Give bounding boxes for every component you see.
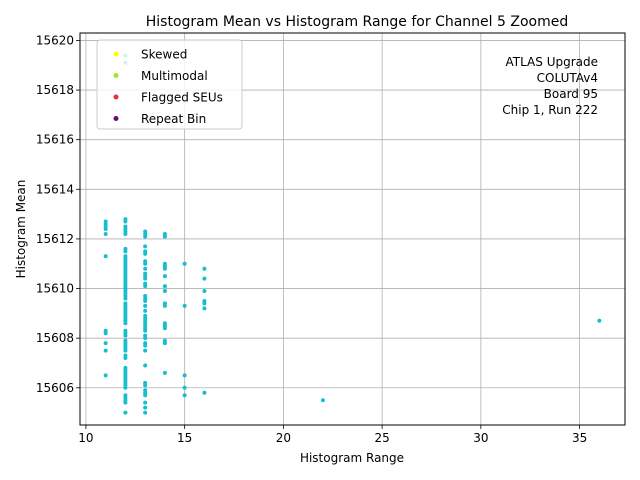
x-axis-title: Histogram Range [300, 451, 404, 465]
data-points [103, 53, 602, 415]
chart-title: Histogram Mean vs Histogram Range for Ch… [146, 14, 568, 30]
data-point [103, 373, 108, 378]
legend: Skewed Multimodal Flagged SEUs Repeat Bin [96, 39, 243, 130]
data-point [143, 363, 148, 368]
data-point [143, 308, 148, 313]
annotation-line: ATLAS Upgrade [505, 55, 598, 69]
legend-box [96, 39, 243, 130]
data-point [123, 400, 128, 405]
data-point [182, 261, 187, 266]
data-point [123, 410, 128, 415]
data-point [123, 321, 128, 326]
data-point [123, 296, 128, 301]
data-point [597, 318, 602, 323]
y-tick-label: 15620 [36, 33, 74, 47]
data-point [143, 234, 148, 239]
legend-marker [113, 51, 119, 57]
data-point [143, 348, 148, 353]
y-axis-ticks: 15606 15608 15610 15612 15614 15616 15618 15620 [36, 33, 80, 395]
legend-marker [113, 73, 119, 78]
data-point [143, 400, 148, 405]
data-point [162, 341, 167, 346]
data-point [143, 284, 148, 289]
y-tick-label: 15612 [36, 232, 74, 246]
data-point [162, 274, 167, 279]
data-point [320, 398, 325, 403]
data-point [143, 303, 148, 308]
x-tick-label: 15 [177, 431, 192, 445]
data-point [162, 284, 167, 289]
x-tick-label: 20 [276, 431, 291, 445]
data-point [143, 393, 148, 398]
data-point [123, 348, 128, 353]
data-point [202, 276, 207, 281]
data-point [103, 348, 108, 353]
data-point [162, 326, 167, 331]
data-point [103, 331, 108, 336]
run-annotation: ATLAS Upgrade COLUTAv4 Board 95 Chip 1, Run… [502, 55, 598, 117]
data-point [182, 393, 187, 398]
y-tick-label: 15608 [36, 331, 74, 345]
data-point [202, 306, 207, 311]
data-point [103, 227, 108, 231]
data-point [103, 341, 108, 346]
y-tick-label: 15606 [36, 381, 74, 395]
data-point [202, 289, 207, 294]
data-point [182, 303, 187, 308]
y-tick-label: 15618 [36, 83, 74, 97]
data-point [162, 266, 167, 271]
data-point [103, 254, 108, 259]
data-point [123, 231, 128, 236]
data-point [182, 373, 187, 378]
data-point [202, 266, 207, 271]
annotation-line: Board 95 [544, 87, 598, 101]
x-tick-label: 30 [473, 431, 488, 445]
legend-label: Multimodal [141, 69, 208, 83]
grid-lines [80, 33, 625, 425]
y-tick-label: 15616 [36, 133, 74, 147]
x-tick-label: 25 [374, 431, 389, 445]
legend-label: Skewed [141, 48, 187, 62]
data-point [143, 276, 148, 281]
y-axis-title: Histogram Mean [14, 180, 28, 279]
legend-marker [113, 94, 119, 100]
x-axis-ticks: 10 15 20 25 30 35 [78, 425, 587, 445]
data-point [143, 244, 148, 249]
annotation-line: COLUTAv4 [537, 71, 598, 85]
data-point [143, 343, 148, 348]
annotation-line: Chip 1, Run 222 [502, 103, 598, 117]
data-point [143, 405, 148, 410]
data-point [143, 266, 148, 271]
plot-area-frame [79, 32, 626, 426]
data-point [162, 370, 167, 375]
data-point [143, 261, 148, 266]
data-point [202, 390, 207, 395]
legend-label: Repeat Bin [141, 112, 206, 126]
x-tick-label: 35 [572, 431, 587, 445]
data-point [123, 249, 128, 254]
y-tick-label: 15610 [36, 282, 74, 296]
data-point [143, 410, 148, 415]
data-point [123, 333, 128, 338]
data-point [143, 251, 148, 256]
x-tick-label: 10 [78, 431, 93, 445]
data-point [123, 219, 128, 224]
data-point [143, 298, 148, 303]
data-point [162, 303, 167, 308]
data-point [143, 383, 148, 388]
legend-label: Flagged SEUs [141, 91, 223, 105]
data-point [103, 231, 108, 236]
data-point [123, 385, 128, 390]
y-tick-label: 15614 [36, 182, 74, 196]
data-point [123, 356, 128, 361]
data-point [182, 385, 187, 390]
data-point [162, 234, 167, 239]
data-point [202, 301, 207, 306]
data-point [143, 336, 148, 341]
data-point [162, 289, 167, 294]
legend-marker [113, 116, 119, 121]
data-point [143, 328, 148, 333]
